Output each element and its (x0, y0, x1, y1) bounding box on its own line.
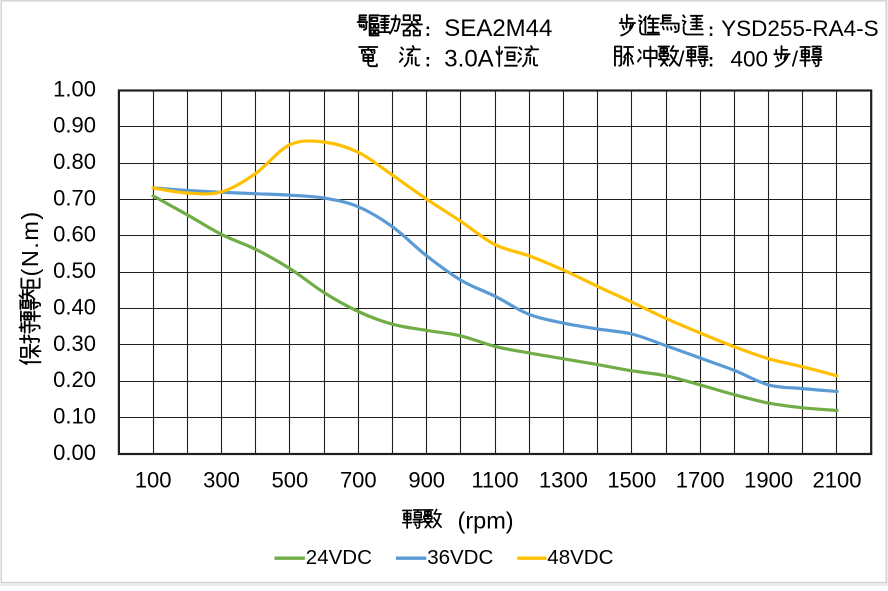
svg-text:0.90: 0.90 (53, 113, 96, 138)
svg-text:700: 700 (340, 467, 377, 492)
svg-text:1.00: 1.00 (53, 76, 96, 101)
svg-text:/: / (678, 46, 685, 71)
svg-text:(rpm): (rpm) (458, 507, 514, 533)
svg-text:300: 300 (203, 467, 240, 492)
svg-text:0.50: 0.50 (53, 258, 96, 283)
svg-text:0.80: 0.80 (53, 149, 96, 174)
svg-text:0.70: 0.70 (53, 185, 96, 210)
svg-text:900: 900 (408, 467, 445, 492)
svg-text:/: / (792, 46, 799, 71)
svg-text:0.00: 0.00 (53, 440, 96, 465)
svg-text:1900: 1900 (744, 467, 793, 492)
svg-text:SEA2M44: SEA2M44 (444, 15, 552, 42)
svg-text:1100: 1100 (471, 467, 518, 492)
svg-text:500: 500 (272, 467, 309, 492)
svg-text:3.0A: 3.0A (444, 45, 493, 72)
svg-text:0.20: 0.20 (53, 367, 96, 392)
svg-text:1300: 1300 (539, 467, 588, 492)
svg-text:(N.m): (N.m) (17, 210, 43, 276)
svg-text:2100: 2100 (813, 467, 862, 492)
svg-text:1500: 1500 (607, 467, 656, 492)
svg-text:48VDC: 48VDC (547, 546, 613, 569)
svg-text:0.60: 0.60 (53, 222, 96, 247)
svg-text:0.30: 0.30 (53, 331, 96, 356)
svg-text:0.10: 0.10 (53, 404, 96, 429)
svg-text:24VDC: 24VDC (306, 546, 372, 569)
svg-text:400: 400 (731, 46, 769, 71)
svg-text:100: 100 (135, 467, 172, 492)
svg-text:36VDC: 36VDC (427, 546, 493, 569)
svg-text:YSD255-RA4-S: YSD255-RA4-S (721, 16, 879, 41)
svg-text:1700: 1700 (676, 467, 725, 492)
svg-text:0.40: 0.40 (53, 294, 96, 319)
